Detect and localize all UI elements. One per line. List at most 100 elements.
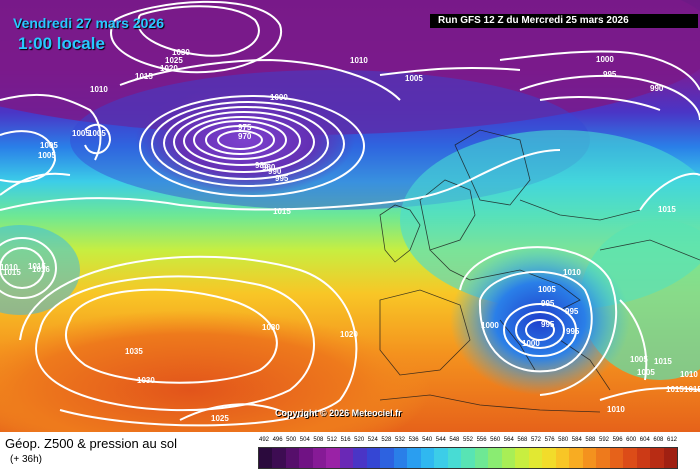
color-scale-swatch — [515, 448, 529, 468]
color-scale-tick-label: 500 — [286, 437, 297, 443]
isobar-label: 1015 — [654, 357, 672, 366]
color-scale-tick-label: 588 — [585, 437, 596, 443]
color-scale-tick-label: 612 — [666, 437, 678, 443]
isobar-label: 1015 — [658, 205, 676, 214]
isobar-label: 1010 — [607, 405, 625, 414]
isobar-label: 1015 — [3, 268, 21, 277]
color-scale-tick-label: 576 — [544, 437, 555, 443]
color-scale-swatch — [596, 448, 610, 468]
isobar-label: 1005 — [88, 129, 106, 138]
color-scale-tick-label: 516 — [340, 437, 351, 443]
color-scale-swatch — [636, 448, 651, 468]
isobar-label: 1005 — [72, 129, 90, 138]
copyright-notice: Copyright © 2026 Meteociel.fr — [275, 408, 402, 418]
color-scale-swatch — [528, 448, 543, 468]
color-scale-tick-label: 580 — [558, 437, 569, 443]
color-scale-swatch — [380, 448, 394, 468]
color-scale-swatch — [393, 448, 408, 468]
color-scale-swatch — [663, 448, 678, 468]
color-scale-tick-label: 568 — [517, 437, 528, 443]
color-scale-ticks: 492 496 500 504 508 512 516 520 524 528 532 536 540 5… — [258, 437, 678, 447]
isobar-label: 1016 — [32, 265, 50, 274]
isobar-label: 1025 — [211, 414, 229, 423]
color-scale-swatch — [407, 448, 421, 468]
isobar-label: 1020 — [340, 330, 358, 339]
color-scale-swatch — [650, 448, 664, 468]
color-scale-swatch — [420, 448, 435, 468]
color-scale-swatch — [312, 448, 327, 468]
color-scale-swatch — [461, 448, 475, 468]
color-scale-tick-label: 492 — [258, 437, 270, 443]
isobar-label: 1015 — [684, 385, 700, 394]
color-scale-swatch — [501, 448, 516, 468]
isobar-label: 985 — [255, 161, 269, 170]
color-scale-swatch — [582, 448, 597, 468]
color-scale-tick-label: 592 — [598, 437, 610, 443]
color-scale-tick-label: 548 — [449, 437, 460, 443]
isobar-label: 1005 — [637, 368, 655, 377]
color-scale-tick-label: 564 — [503, 437, 514, 443]
color-scale — [258, 447, 678, 469]
isobar-label: 1010 — [90, 85, 108, 94]
isobar-label: 1005 — [630, 355, 648, 364]
color-scale-tick-label: 524 — [367, 437, 378, 443]
color-scale-swatch — [609, 448, 624, 468]
color-scale-tick-label: 572 — [530, 437, 542, 443]
color-scale-swatch — [555, 448, 570, 468]
field-low-core — [135, 85, 355, 195]
color-scale-swatch — [366, 448, 381, 468]
isobar-label: 975 — [238, 123, 252, 132]
isobar-label: 1005 — [405, 74, 423, 83]
color-scale-tick-label: 508 — [313, 437, 324, 443]
product-title: Géop. Z500 & pression au sol — [5, 436, 177, 451]
geopotential-map: 1030 1025 1020 1015 1010 1005 1000 995 9… — [0, 0, 700, 432]
isobar-label: 1000 — [270, 93, 288, 102]
color-scale-tick-label: 544 — [435, 437, 446, 443]
color-scale-tick-label: 604 — [639, 437, 650, 443]
isobar-label: 1035 — [125, 347, 143, 356]
color-scale-swatch — [623, 448, 637, 468]
isobar-label: 1010 — [350, 56, 368, 65]
color-scale-swatch — [542, 448, 556, 468]
color-scale-swatch — [259, 448, 273, 468]
isobar-label: 990 — [650, 84, 664, 93]
color-scale-tick-label: 584 — [571, 437, 582, 443]
isobar-label: 1030 — [137, 376, 155, 385]
color-scale-swatch — [299, 448, 313, 468]
model-run-banner: Run GFS 12 Z du Mercredi 25 mars 2026 — [430, 14, 698, 28]
isobar-label: 1025 — [165, 56, 183, 65]
isobar-label: 995 — [541, 299, 555, 308]
isobar-label: 1020 — [160, 64, 178, 73]
isobar-label: 995 — [566, 327, 580, 336]
color-scale-tick-label: 560 — [490, 437, 501, 443]
isobar-label: 1030 — [262, 323, 280, 332]
isobars — [0, 0, 700, 427]
color-scale-swatch — [569, 448, 583, 468]
color-scale-swatch — [339, 448, 354, 468]
isobar-label: 995 — [541, 320, 555, 329]
color-scale-swatch — [434, 448, 448, 468]
color-scale-tick-label: 520 — [354, 437, 365, 443]
color-scale-tick-label: 504 — [299, 437, 310, 443]
isobar-label: 980 — [262, 163, 276, 172]
color-scale-tick-label: 528 — [381, 437, 392, 443]
isobar-label: 1010 — [563, 268, 581, 277]
isobar-label: 1005 — [38, 151, 56, 160]
isobar-label: 1030 — [172, 48, 190, 57]
color-scale-swatch — [353, 448, 367, 468]
color-scale-tick-label: 556 — [476, 437, 487, 443]
isobar-label: 1000 — [596, 55, 614, 64]
isobar-labels: 1030 1025 1020 1015 1010 1005 1000 995 9… — [0, 48, 700, 423]
isobar-label: 1005 — [40, 141, 58, 150]
isobar-label: 1000 — [522, 339, 540, 348]
color-scale-tick-label: 596 — [612, 437, 623, 443]
color-scale-tick-label: 540 — [422, 437, 433, 443]
color-scale-swatch — [272, 448, 286, 468]
isobar-label: 990 — [268, 167, 282, 176]
valid-date-title: Vendredi 27 mars 2026 — [13, 15, 164, 31]
color-scale-swatch — [488, 448, 502, 468]
color-scale-tick-label: 552 — [462, 437, 474, 443]
isobar-label: 1010 — [680, 370, 698, 379]
color-scale-tick-label: 608 — [653, 437, 664, 443]
